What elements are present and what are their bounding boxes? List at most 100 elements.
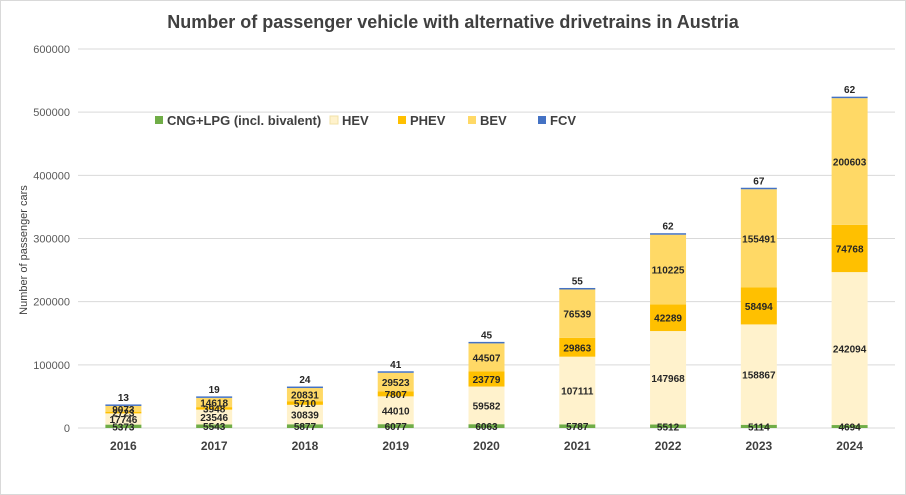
data-label: 3948	[203, 404, 226, 415]
bar-segment-fcv	[105, 404, 142, 406]
data-label: 242094	[833, 345, 867, 356]
data-label: 23546	[200, 413, 228, 424]
chart-title: Number of passenger vehicle with alterna…	[167, 12, 739, 32]
data-label: 5710	[294, 399, 317, 410]
data-label: 200603	[833, 158, 867, 169]
bar-stack-2020	[468, 341, 505, 428]
bar-segment-bev	[468, 343, 505, 372]
data-label: 44507	[473, 353, 501, 364]
data-label: 2723	[112, 409, 135, 420]
data-label: 155491	[742, 234, 776, 245]
bar-segment-cng+lpg	[196, 424, 233, 428]
legend-swatch	[155, 116, 163, 124]
data-label: 20831	[291, 391, 319, 402]
bar-stack-2016	[105, 404, 142, 428]
y-tick-label: 100000	[33, 360, 70, 372]
bar-segment-cng+lpg	[286, 424, 323, 428]
y-tick-label: 500000	[33, 107, 70, 119]
y-tick-label: 0	[64, 423, 70, 435]
bar-segment-bev	[196, 397, 233, 408]
data-label: 55	[572, 276, 584, 287]
data-label: 147968	[651, 374, 685, 385]
x-tick-label: 2017	[201, 439, 228, 453]
data-label: 23779	[473, 375, 501, 386]
legend-swatch	[398, 116, 406, 124]
bar-segment-hev	[650, 331, 687, 425]
data-label: 30839	[291, 411, 319, 422]
legend-entry: HEV	[329, 113, 369, 128]
bar-segment-fcv	[831, 96, 868, 99]
y-tick-label: 600000	[33, 44, 70, 56]
bar-segment-phev	[196, 407, 233, 410]
bar-segment-phev	[377, 391, 414, 397]
data-label: 6077	[385, 422, 408, 433]
bar-segment-cng+lpg	[559, 424, 596, 428]
data-label: 107111	[561, 387, 594, 398]
bar-segment-phev	[559, 337, 596, 357]
data-label: 67	[753, 176, 765, 187]
data-label: 110225	[652, 266, 685, 277]
data-label: 44010	[382, 406, 410, 417]
data-label: 5877	[294, 422, 317, 433]
legend-entry: BEV	[468, 113, 507, 128]
x-tick-label: 2016	[110, 439, 137, 453]
legend-entry: FCV	[538, 113, 576, 128]
data-label: 62	[662, 222, 674, 233]
data-label: 5512	[657, 422, 680, 433]
bar-segment-hev	[286, 404, 323, 425]
data-label: 74768	[836, 244, 864, 255]
legend-swatch	[329, 115, 339, 125]
legend-label: PHEV	[410, 113, 446, 128]
bar-segment-phev	[831, 224, 868, 273]
bar-segment-bev	[650, 234, 687, 305]
x-tick-label: 2019	[382, 439, 409, 453]
legend-swatch	[468, 116, 476, 124]
x-tick-label: 2021	[564, 439, 591, 453]
data-label: 5114	[748, 422, 770, 433]
bar-stack-2019	[377, 371, 414, 428]
data-label: 58494	[745, 302, 773, 313]
legend-entry: CNG+LPG (incl. bivalent)	[155, 113, 321, 128]
bar-segment-fcv	[650, 233, 687, 235]
bar-stack-2022	[650, 233, 687, 428]
data-label: 9073	[112, 405, 135, 416]
bar-segment-hev	[831, 272, 868, 426]
bar-segment-bev	[377, 372, 414, 392]
bar-segment-bev	[831, 98, 868, 225]
bar-segment-phev	[286, 401, 323, 405]
bar-stack-2018	[286, 386, 323, 428]
x-tick-label: 2022	[655, 439, 682, 453]
y-tick-label: 200000	[33, 297, 70, 309]
bar-segment-cng+lpg	[468, 424, 505, 428]
data-label: 5373	[112, 422, 135, 433]
data-label: 29523	[382, 378, 410, 389]
y-tick-label: 400000	[33, 170, 70, 182]
data-label: 5543	[203, 422, 226, 433]
data-label: 4694	[838, 423, 861, 434]
bar-segment-phev	[740, 287, 777, 325]
bar-segment-fcv	[740, 187, 777, 190]
bar-segment-hev	[468, 386, 505, 425]
bar-segment-fcv	[196, 396, 233, 398]
legend-swatch	[538, 116, 546, 124]
data-label: 13	[118, 393, 130, 404]
bar-segment-bev	[286, 388, 323, 402]
bar-segment-hev	[740, 324, 777, 425]
bar-segment-fcv	[377, 371, 414, 373]
bar-segment-cng+lpg	[105, 424, 142, 428]
legend-label: FCV	[550, 113, 576, 128]
data-label: 19	[209, 385, 221, 396]
data-label: 158867	[742, 371, 776, 382]
bar-segment-phev	[468, 371, 505, 387]
bar-segment-bev	[559, 289, 596, 338]
bar-segment-phev	[105, 411, 142, 414]
bar-segment-fcv	[468, 341, 505, 344]
data-label: 29863	[563, 343, 591, 354]
legend-label: BEV	[480, 113, 507, 128]
bar-stack-2021	[559, 287, 596, 428]
data-label: 59582	[473, 401, 501, 412]
x-tick-label: 2020	[473, 439, 500, 453]
data-label: 41	[390, 360, 402, 371]
bar-segment-bev	[105, 405, 142, 412]
